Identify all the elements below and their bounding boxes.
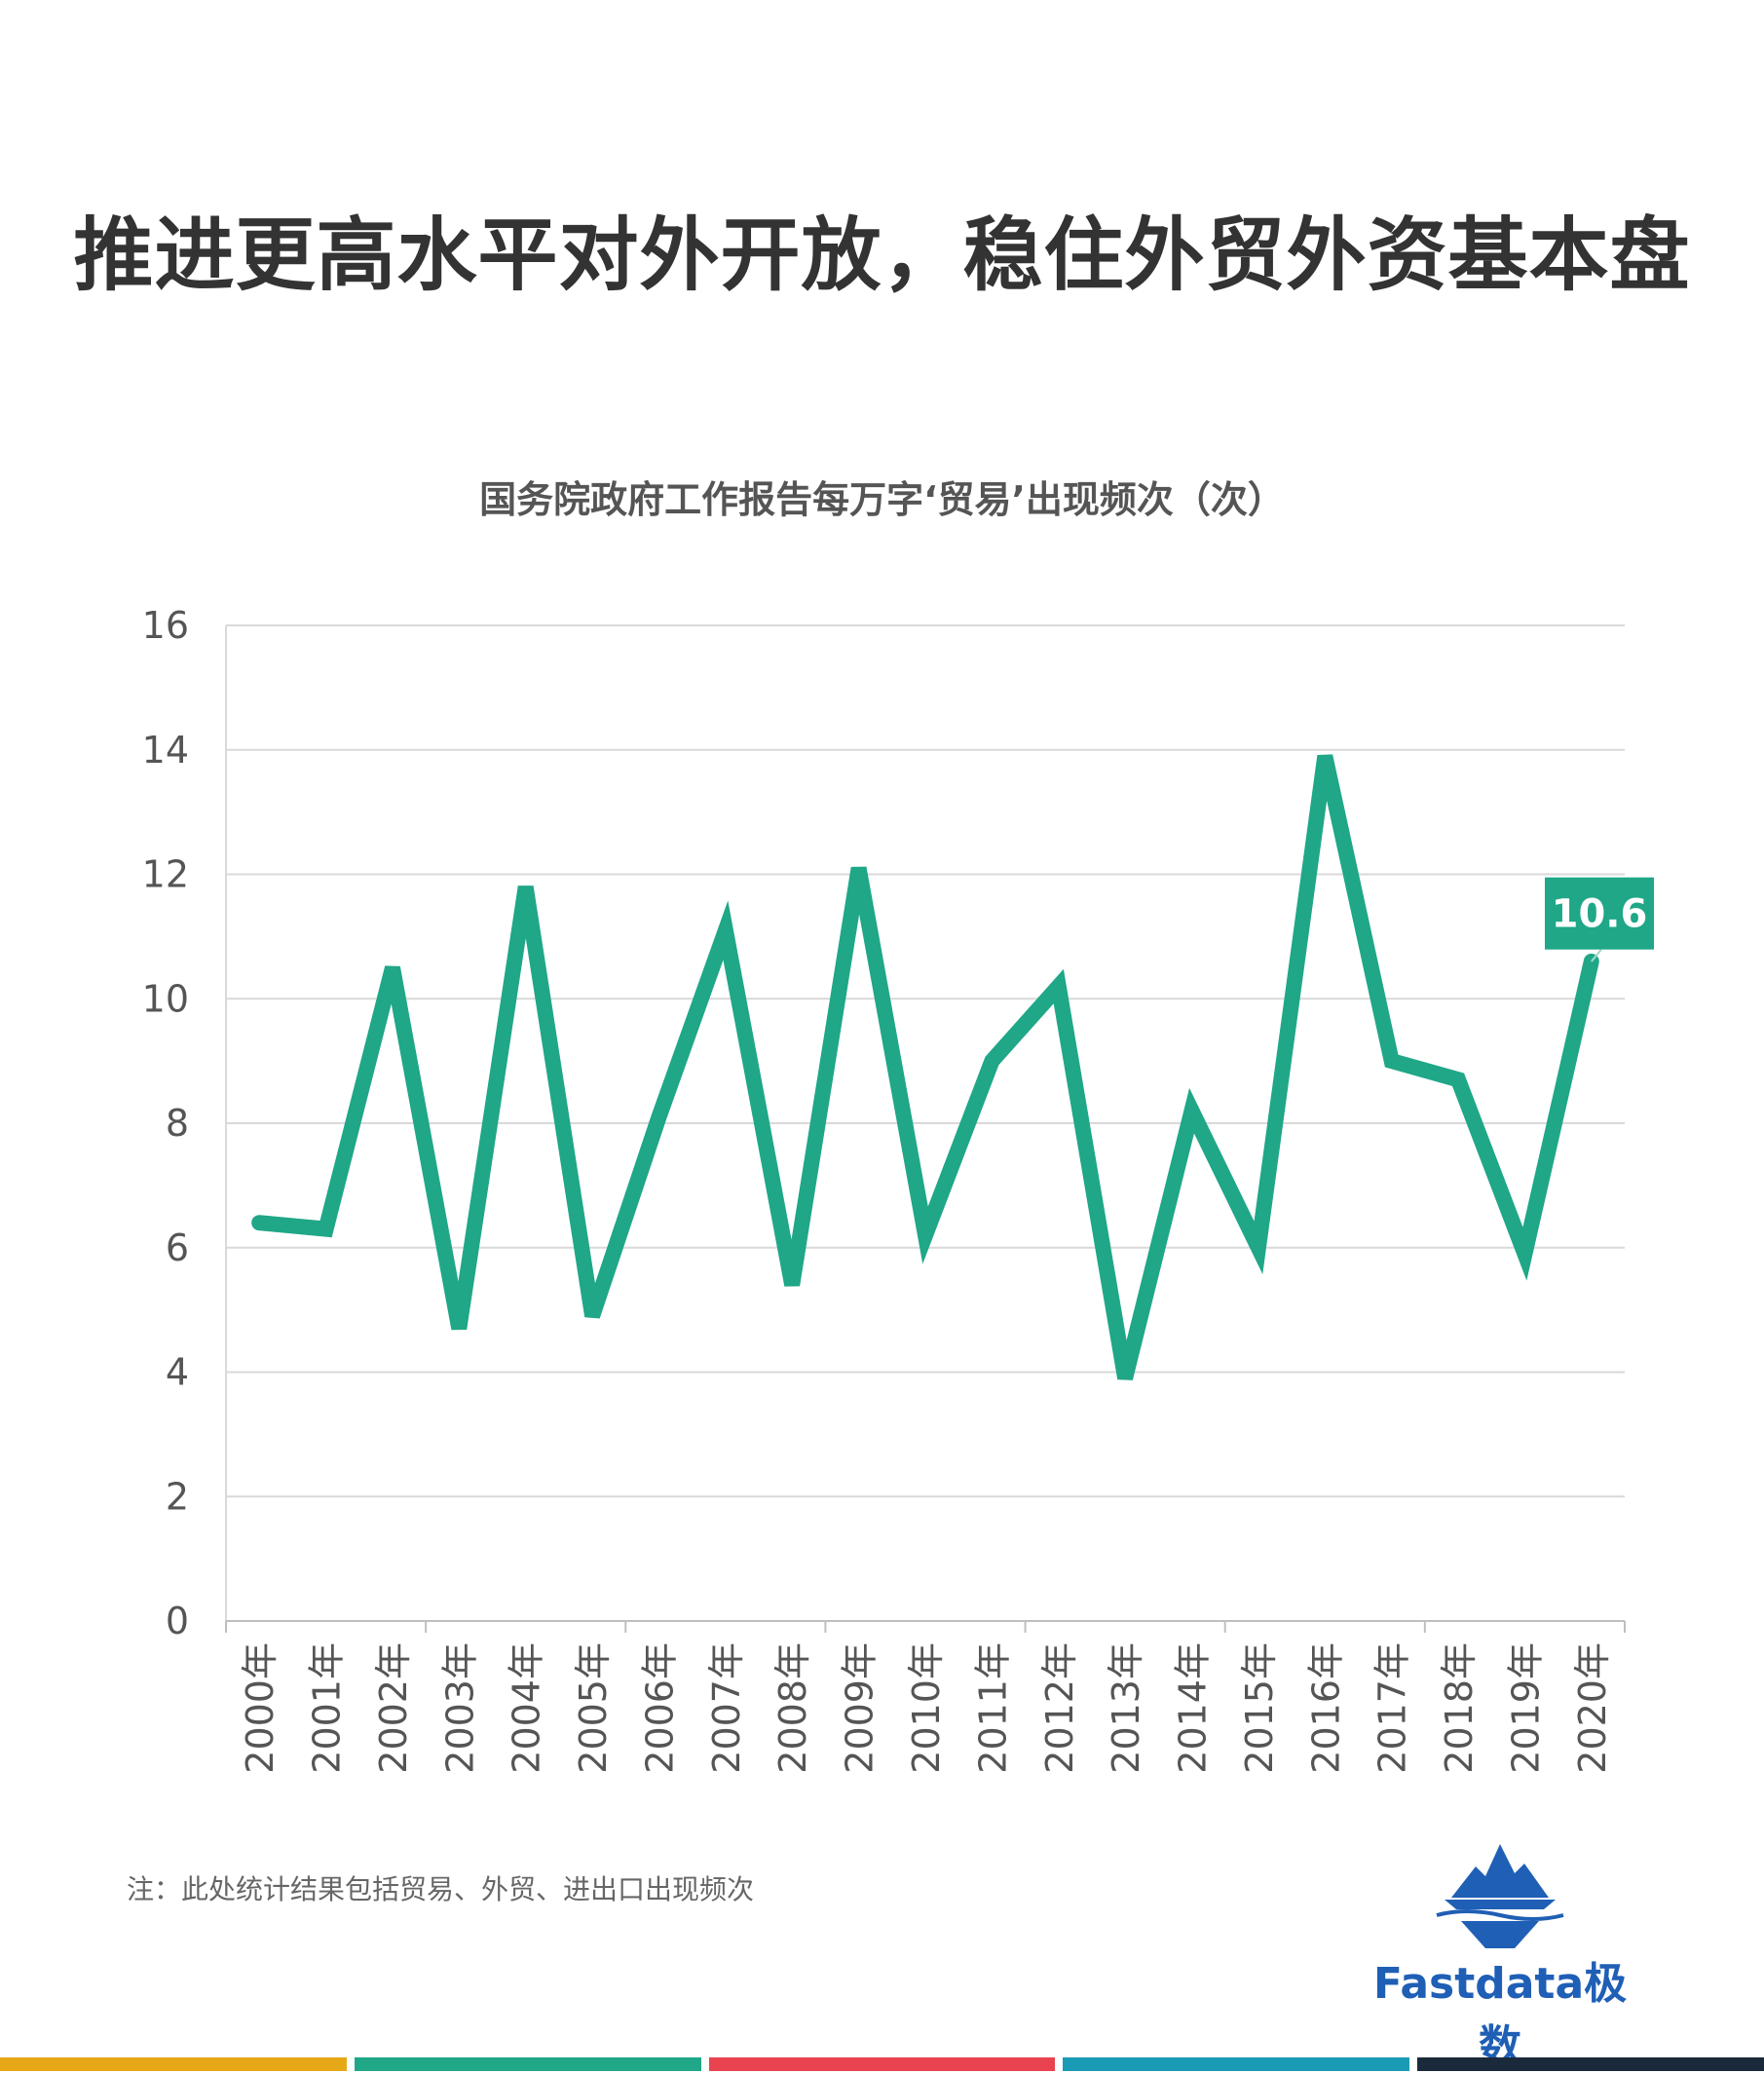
grid-lines — [226, 625, 1625, 1621]
series-line-layer — [259, 756, 1592, 1378]
y-tick-label: 2 — [166, 1475, 189, 1518]
x-tick-label: 2001年 — [306, 1642, 349, 1774]
x-tick-label: 2002年 — [372, 1642, 415, 1774]
bottom-bar-segment — [1063, 2057, 1409, 2071]
y-tick-label: 8 — [166, 1102, 189, 1145]
x-axis-ticks: 2000年 2001年 2002年 2003年 2004年 2005年 2006年 2007年… — [226, 1621, 1625, 1774]
y-tick-label: 6 — [166, 1226, 189, 1269]
y-axis-ticks: 0 2 4 6 8 10 12 14 16 — [142, 604, 189, 1642]
bottom-color-bar — [0, 2057, 1764, 2071]
y-tick-label: 16 — [142, 604, 189, 647]
x-tick-label: 2009年 — [839, 1642, 882, 1774]
y-tick-label: 10 — [142, 977, 189, 1020]
footnote: 注：此处统计结果包括贸易、外贸、进出口出现频次 — [127, 1868, 754, 1907]
fastdata-logo: Fastdata极数 — [1369, 1839, 1632, 2005]
x-tick-label: 2010年 — [905, 1642, 948, 1774]
iceberg-icon — [1369, 1839, 1632, 1956]
bottom-bar-segment — [709, 2057, 1056, 2071]
x-tick-label: 2013年 — [1105, 1642, 1147, 1774]
x-tick-label: 2015年 — [1238, 1642, 1281, 1774]
x-tick-label: 2014年 — [1172, 1642, 1215, 1774]
bottom-bar-segment — [355, 2057, 701, 2071]
x-tick-label: 2012年 — [1038, 1642, 1081, 1774]
chart-title: 国务院政府工作报告每万字‘贸易’出现频次（次） — [0, 470, 1764, 523]
y-tick-label: 14 — [142, 729, 189, 772]
x-tick-label: 2006年 — [638, 1642, 681, 1774]
x-tick-label: 2000年 — [239, 1642, 281, 1774]
callout-layer: 10.6 — [1545, 878, 1654, 961]
x-tick-label: 2008年 — [771, 1642, 814, 1774]
callout-label: 10.6 — [1552, 892, 1648, 937]
x-tick-label: 2011年 — [971, 1642, 1014, 1774]
x-tick-label: 2007年 — [705, 1642, 748, 1774]
y-tick-label: 4 — [166, 1351, 189, 1394]
series-line — [259, 756, 1592, 1378]
logo-text: Fastdata极数 — [1369, 1948, 1632, 2073]
x-tick-label: 2019年 — [1504, 1642, 1547, 1774]
x-tick-label: 2005年 — [572, 1642, 615, 1774]
x-tick-label: 2018年 — [1438, 1642, 1481, 1774]
x-tick-label: 2003年 — [438, 1642, 481, 1774]
x-tick-label: 2017年 — [1371, 1642, 1414, 1774]
x-tick-label: 2016年 — [1304, 1642, 1347, 1774]
y-tick-label: 0 — [166, 1600, 189, 1642]
x-tick-label: 2004年 — [506, 1642, 548, 1774]
y-tick-label: 12 — [142, 853, 189, 896]
page-title: 推进更高水平对外开放，稳住外贸外资基本盘 — [0, 190, 1764, 306]
x-tick-label: 2020年 — [1571, 1642, 1614, 1774]
bottom-bar-segment — [0, 2057, 347, 2071]
bottom-bar-segment — [1417, 2057, 1764, 2071]
